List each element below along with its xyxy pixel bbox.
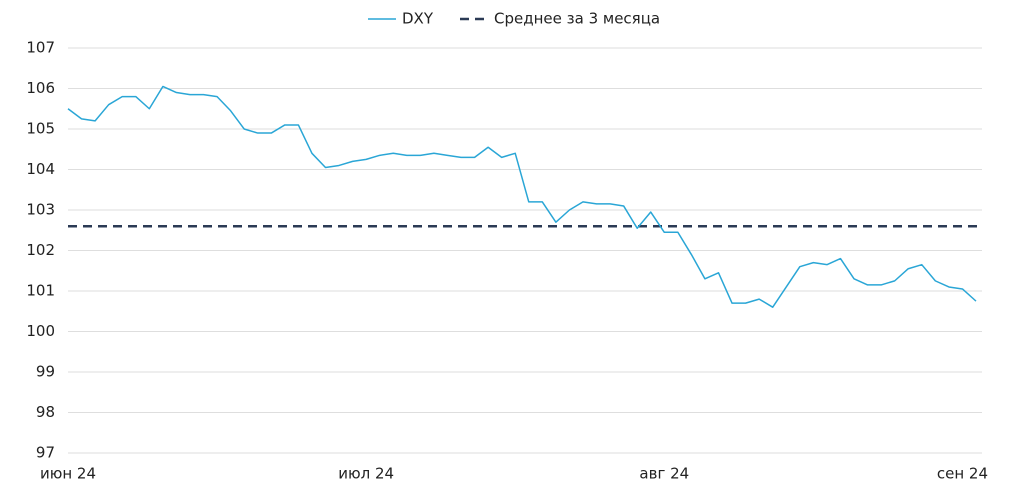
y-tick-label: 105 — [26, 120, 55, 138]
x-tick-label: июн 24 — [40, 465, 96, 483]
y-tick-label: 107 — [26, 39, 55, 57]
x-tick-label: сен 24 — [937, 465, 988, 483]
y-tick-label: 106 — [26, 79, 55, 97]
y-tick-label: 104 — [26, 160, 55, 178]
y-tick-label: 103 — [26, 201, 55, 219]
y-tick-label: 100 — [26, 322, 55, 340]
x-tick-label: авг 24 — [639, 465, 689, 483]
y-tick-label: 99 — [36, 363, 55, 381]
legend-label: Среднее за 3 месяца — [494, 10, 660, 28]
legend-label: DXY — [402, 10, 434, 28]
y-tick-label: 97 — [36, 444, 55, 462]
y-tick-label: 101 — [26, 282, 55, 300]
data-line — [67, 85, 977, 308]
y-tick-label: 102 — [26, 241, 55, 259]
y-tick-label: 98 — [36, 403, 55, 421]
x-tick-label: июл 24 — [338, 465, 394, 483]
